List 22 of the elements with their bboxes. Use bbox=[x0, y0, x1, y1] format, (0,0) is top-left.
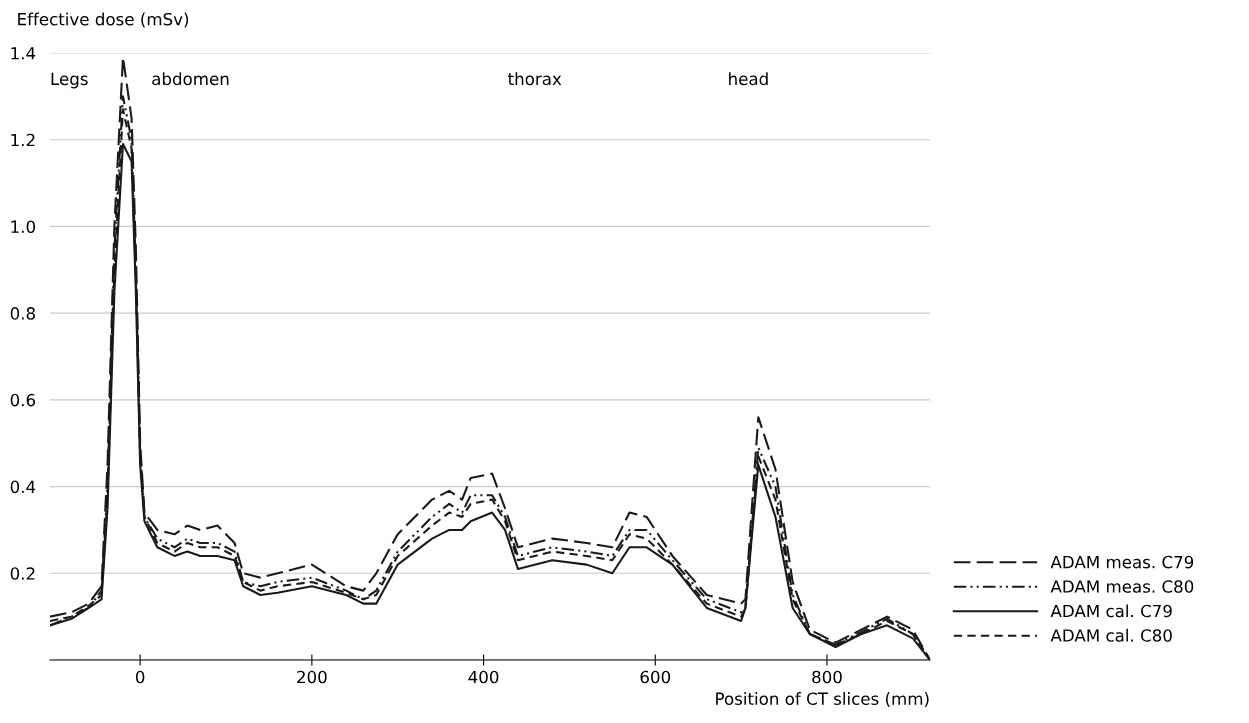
y-tick-label: 0.8 bbox=[10, 307, 35, 320]
x-tick-label: 600 bbox=[640, 670, 671, 684]
x-tick-label: 400 bbox=[468, 670, 499, 684]
x-axis-title: Position of CT slices (mm) bbox=[716, 692, 929, 707]
legend-label: ADAM cal. C79 bbox=[1050, 604, 1172, 618]
y-tick-label: 0.2 bbox=[10, 567, 35, 580]
x-tick-label: 0 bbox=[135, 670, 145, 684]
annotation: head bbox=[729, 72, 768, 86]
x-tick-label: 800 bbox=[812, 670, 842, 684]
y-tick-label: 1.0 bbox=[11, 220, 35, 233]
y-tick-label: 1.2 bbox=[11, 133, 35, 147]
legend-label: ADAM cal. C80 bbox=[1050, 628, 1172, 642]
y-tick-label: 0.4 bbox=[10, 480, 36, 494]
annotation: thorax bbox=[508, 72, 562, 86]
annotation: abdomen bbox=[152, 72, 229, 86]
x-tick-label: 200 bbox=[297, 670, 327, 684]
annotation: Legs bbox=[51, 72, 88, 89]
y-tick-label: 0.6 bbox=[10, 393, 36, 407]
legend-label: ADAM meas. C79 bbox=[1050, 555, 1194, 569]
y-tick-label: 1.4 bbox=[11, 47, 36, 60]
legend-label: ADAM meas. C80 bbox=[1050, 580, 1194, 593]
y-axis-title: Effective dose (mSv) bbox=[18, 12, 189, 28]
